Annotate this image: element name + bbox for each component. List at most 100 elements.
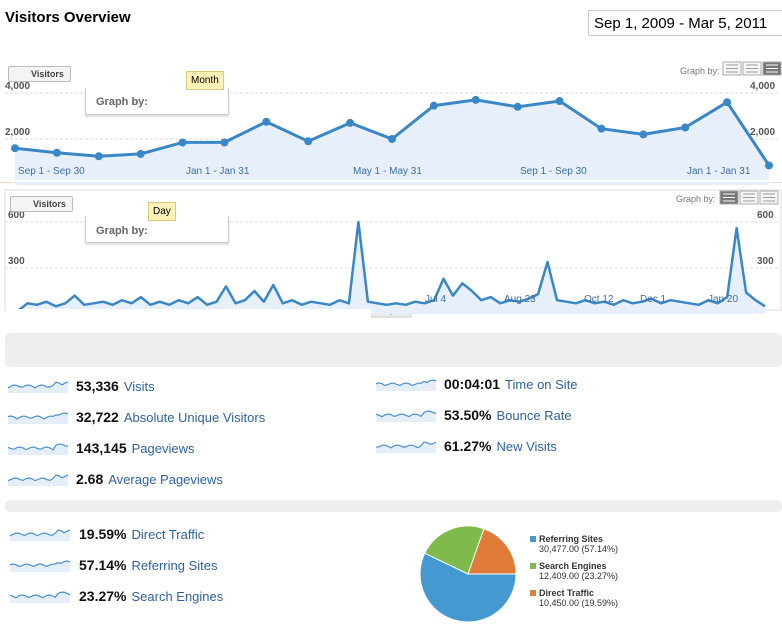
section-bar [5, 500, 782, 512]
point [220, 138, 229, 147]
metric-label[interactable]: New Visits [496, 439, 557, 454]
metric-label[interactable]: Search Engines [131, 589, 224, 604]
metric-value: 53,336 [76, 378, 119, 394]
point [136, 149, 145, 158]
point [597, 124, 606, 133]
x-tick-label: Dec 1 [640, 294, 667, 305]
popup-label: Graph by: [96, 96, 148, 108]
point [52, 148, 61, 157]
x-tick-label: Sep 1 - Sep 30 [520, 166, 587, 177]
y-tick-label: 300 [757, 256, 774, 267]
x-tick-label: Jan 1 - Jan 31 [687, 166, 751, 177]
chart-frame [4, 189, 782, 311]
point [346, 118, 355, 127]
legend-value: 30,477.00 (57.14%) [539, 544, 618, 554]
mask [0, 180, 782, 182]
metric-value: 57.14% [79, 557, 127, 573]
metric-label[interactable]: Time on Site [505, 377, 578, 392]
graph-by-label: Graph by: [680, 66, 720, 76]
metric-value: 61.27% [444, 438, 492, 454]
legend-swatch [530, 536, 536, 542]
metric-label[interactable]: Bounce Rate [496, 408, 572, 423]
legend-name: Search Engines [539, 561, 607, 571]
metric-label[interactable]: Pageviews [131, 441, 195, 456]
section-bar [5, 333, 782, 367]
legend-swatch [530, 563, 536, 569]
x-tick-label: Jul 4 [425, 294, 447, 305]
tooltip: Month [186, 71, 224, 90]
sparkline [10, 592, 70, 603]
metric-label[interactable]: Referring Sites [131, 558, 218, 573]
sparkline [9, 591, 71, 599]
point [681, 123, 690, 132]
point [304, 137, 313, 146]
sparkline [7, 412, 69, 420]
y-tick-label: 2,000 [5, 127, 30, 138]
point [765, 161, 773, 170]
metric-label[interactable]: Direct Traffic [131, 527, 205, 542]
legend-name: Direct Traffic [539, 588, 594, 598]
sparkline [9, 529, 71, 537]
sparkline [375, 441, 437, 449]
sparkline [8, 475, 68, 486]
point [513, 102, 522, 111]
sparkline [375, 410, 437, 418]
y-tick-label: 300 [8, 256, 25, 267]
x-tick-label: Oct 12 [584, 294, 614, 305]
popup-label: Graph by: [96, 225, 148, 237]
point [94, 152, 103, 161]
x-tick-label: May 1 - May 31 [353, 166, 422, 177]
pie-slice [419, 552, 517, 623]
point [388, 135, 396, 143]
sparkline [7, 381, 69, 389]
date-range[interactable]: Sep 1, 2009 - Mar 5, 2011 [588, 10, 782, 36]
metric-value: 32,722 [76, 409, 119, 425]
metric-label[interactable]: Visits [123, 379, 155, 394]
sparkline [9, 560, 71, 568]
x-tick-label: Jan 1 - Jan 31 [186, 166, 250, 177]
sparkline [7, 443, 69, 451]
x-tick-label: Aug 23 [504, 294, 536, 305]
sparkline [376, 442, 436, 453]
metric-label[interactable]: Average Pageviews [108, 472, 223, 487]
point [429, 101, 438, 110]
area [18, 222, 765, 314]
metric-value: 19.59% [79, 526, 127, 542]
y-tick-label: 4,000 [750, 81, 775, 92]
sparkline [7, 474, 69, 482]
metric-tab[interactable]: Visitors [10, 196, 73, 212]
page-title: Visitors Overview [5, 9, 131, 26]
point [11, 144, 19, 153]
metric-value: 23.27% [79, 588, 127, 604]
legend-swatch [530, 590, 536, 596]
pie-slice [424, 525, 485, 575]
metric-label[interactable]: Absolute Unique Visitors [123, 410, 266, 425]
sparkline [376, 411, 436, 422]
sparkline [8, 382, 68, 393]
metric-value: 00:04:01 [444, 376, 501, 392]
y-tick-label: 600 [757, 210, 774, 221]
x-tick-label: Sep 1 - Sep 30 [18, 166, 85, 177]
point [262, 117, 271, 126]
sparkline [376, 380, 436, 391]
y-tick-label: 2,000 [750, 127, 775, 138]
sparkline [10, 530, 70, 541]
point [178, 138, 187, 147]
sparkline [375, 379, 437, 387]
point [723, 98, 732, 107]
legend-name: Referring Sites [539, 534, 603, 544]
metric-value: 53.50% [444, 407, 492, 423]
point [555, 97, 564, 106]
tooltip: Day [148, 202, 176, 221]
sparkline [8, 444, 68, 455]
legend-value: 12,409.00 (23.27%) [539, 571, 618, 581]
graph-by-popup [85, 88, 229, 115]
y-tick-label: 4,000 [5, 81, 30, 92]
metric-tab[interactable]: Visitors [8, 66, 71, 82]
sparkline [10, 561, 70, 572]
point [471, 95, 480, 104]
sparkline [8, 413, 68, 424]
y-tick-label: 600 [8, 210, 25, 221]
